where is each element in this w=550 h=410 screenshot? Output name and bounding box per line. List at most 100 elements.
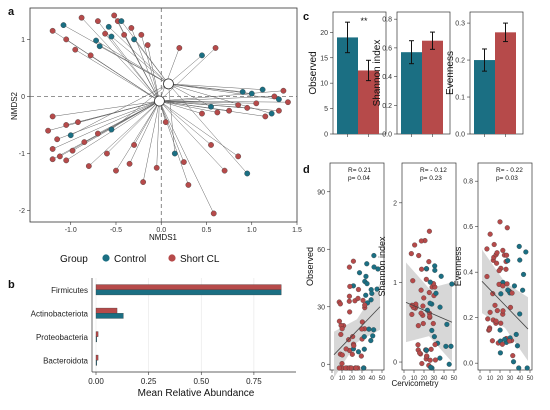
nmds-point	[140, 179, 147, 185]
nmds-point	[171, 150, 178, 157]
corr-ytick-label: 0.2	[463, 315, 473, 322]
nmds-spider-line	[159, 100, 279, 111]
corr-point	[370, 333, 376, 339]
corr-point	[507, 304, 514, 310]
corr-point	[511, 283, 517, 289]
nmds-spider-line	[147, 45, 160, 102]
nmds-spider-line	[81, 17, 160, 102]
nmds-point	[96, 43, 103, 50]
corr-point	[489, 338, 495, 344]
nmds-point	[108, 33, 115, 40]
corr-ylabel: Observed	[305, 247, 315, 286]
nmds-xtick-label: 1.0	[247, 227, 257, 234]
corr-point	[499, 341, 505, 347]
corr-point	[504, 225, 510, 231]
corr-point	[497, 327, 503, 333]
nmds-point	[199, 52, 205, 59]
corr-xtick-label: 20	[421, 376, 428, 382]
corr-point	[487, 309, 493, 315]
nmds-spider-line	[159, 100, 288, 103]
corr-ylabel: Evenness	[453, 246, 463, 286]
nmds-point	[180, 159, 187, 165]
nmds-point	[85, 163, 92, 169]
corr-point	[493, 318, 499, 324]
alpha-ytick-label: 0.4	[382, 74, 392, 81]
corr-point	[356, 270, 363, 276]
nmds-point	[285, 99, 291, 106]
nmds-spider-line	[168, 83, 212, 107]
nmds-point	[128, 25, 135, 31]
corr-point	[484, 246, 490, 252]
panel-label-c: c	[303, 11, 309, 23]
corr-point	[346, 264, 352, 270]
nmds-spider-line	[104, 33, 160, 102]
nmds-point	[105, 23, 112, 30]
nmds-point	[131, 36, 137, 43]
corr-point	[364, 261, 370, 267]
corr-point	[516, 243, 522, 249]
corr-point	[446, 361, 452, 367]
nmds-point	[60, 22, 67, 28]
nmds-point	[118, 18, 125, 25]
nmds-point	[49, 113, 56, 120]
corr-point	[361, 365, 367, 371]
corr-stat-r: R= 0.21	[348, 167, 371, 174]
nmds-point	[49, 156, 56, 163]
corr-point	[421, 295, 427, 301]
abundance-bar	[95, 313, 124, 319]
nmds-point	[199, 110, 205, 117]
corr-point	[423, 347, 429, 353]
nmds-point	[162, 119, 169, 126]
corr-point	[433, 290, 439, 296]
nmds-spider-line	[66, 39, 160, 102]
nmds-point	[276, 107, 282, 114]
corr-point	[505, 287, 511, 293]
corr-point	[427, 279, 433, 285]
corr-point	[494, 260, 500, 266]
corr-point	[491, 241, 497, 248]
corr-xtick-label: 0	[330, 376, 334, 382]
corr-point	[513, 331, 519, 337]
corr-point	[494, 250, 500, 256]
nmds-point	[95, 18, 101, 25]
nmds-point	[214, 109, 221, 116]
corr-point	[374, 286, 380, 292]
corr-point	[415, 342, 421, 348]
corr-stat-p: p= 0.04	[348, 175, 370, 182]
nmds-spider-line	[159, 100, 203, 114]
nmds-point	[144, 42, 151, 48]
corr-point	[351, 343, 357, 349]
alpha-ytick-label: 0.3	[455, 21, 465, 28]
corr-point	[486, 326, 493, 332]
corr-point	[437, 304, 443, 310]
nmds-point	[78, 14, 85, 21]
nmds-point	[69, 147, 76, 154]
legend: Group Control Short CL	[60, 254, 220, 265]
nmds-point	[138, 31, 145, 38]
corr-xtick-label: 20	[349, 376, 356, 382]
corr-point	[358, 353, 364, 359]
abundance-category-label: Actinobacteriota	[31, 309, 89, 318]
corr-fit-line	[333, 306, 381, 355]
corr-ytick-label: 90	[317, 189, 325, 196]
nmds-spider-line	[159, 47, 216, 102]
corr-xtick-label: 10	[339, 376, 346, 382]
corr-point	[427, 300, 433, 306]
nmds-xtick-label: -0.5	[110, 227, 122, 234]
corr-point	[524, 365, 530, 371]
corr-fit-line	[481, 281, 529, 330]
nmds-point	[63, 157, 70, 164]
abundance-bar	[95, 331, 99, 337]
nmds-point	[185, 182, 192, 188]
legend-item-short-cl: Short CL	[180, 254, 220, 265]
alpha-ytick-label: 0.0	[382, 132, 392, 139]
nmds-point	[271, 93, 278, 100]
corr-xtick-label: 40	[369, 376, 376, 382]
alpha-ytick-label: 0.6	[382, 45, 392, 52]
abundance-xtick-label: 0.50	[193, 377, 209, 386]
nmds-point	[54, 136, 61, 143]
alpha-bar	[358, 70, 379, 134]
abundance-xtick-label: 0.25	[141, 377, 157, 386]
nmds-point	[113, 167, 119, 174]
nmds-spider-line	[159, 96, 275, 102]
